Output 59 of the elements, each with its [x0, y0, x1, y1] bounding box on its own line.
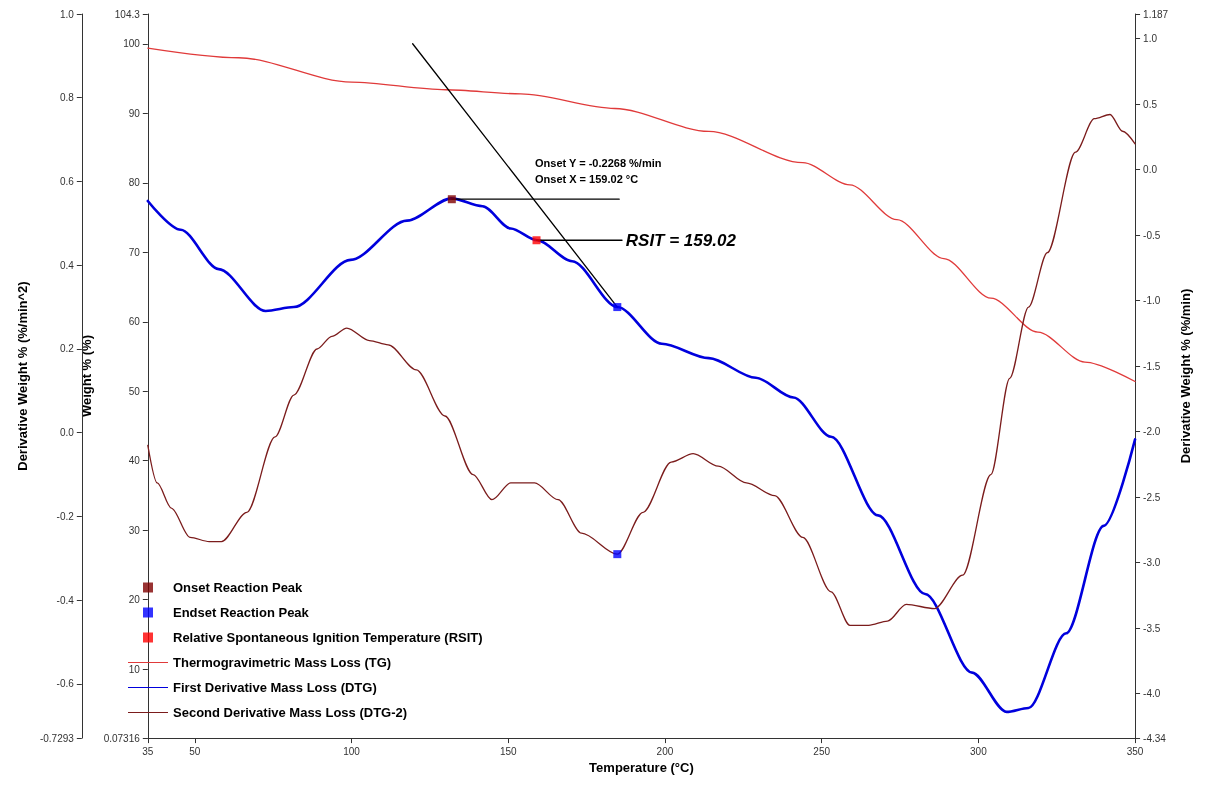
y3-tick-label: -0.6 [56, 678, 75, 690]
point [447, 195, 456, 204]
y3-tick-label: -0.7293 [39, 732, 75, 744]
y-tick-label: 80 [128, 177, 141, 189]
y-tick-label: 40 [128, 455, 141, 467]
legend-label: Thermogravimetric Mass Loss (TG) [173, 655, 392, 670]
x-axis-title: Temperature (°C) [589, 760, 694, 775]
y-tick-label: 20 [128, 594, 141, 606]
y2-tick-label: -2.5 [1143, 491, 1161, 503]
y2-tick-label: -2.0 [1143, 426, 1161, 438]
legend-label: Relative Spontaneous Ignition Temperature (RSIT) [173, 630, 483, 645]
x-tick-label: 350 [1126, 745, 1144, 757]
legend-label: Second Derivative Mass Loss (DTG-2) [173, 705, 408, 720]
x-tick-label: 250 [813, 745, 831, 757]
y-tick-label: 90 [128, 107, 141, 119]
y2-tick-label: -3.5 [1143, 622, 1161, 634]
y2-axis-title: Derivative Weight % (%/min) [1178, 288, 1193, 464]
y-tick-label: 104.3 [114, 8, 141, 20]
y-tick-label: 70 [128, 246, 141, 258]
y-tick-label: 10 [128, 663, 141, 675]
x-tick-label: 100 [343, 745, 361, 757]
y-tick-label: 60 [128, 316, 141, 328]
y-tick-label: 0.07316 [103, 732, 141, 744]
y2-tick-label: -4.0 [1143, 688, 1161, 700]
point [532, 236, 541, 245]
x-tick-label: 300 [970, 745, 988, 757]
line-series [147, 47, 1136, 383]
annotation: RSIT = 159.02 [625, 230, 737, 250]
legend-label: First Derivative Mass Loss (DTG) [173, 680, 377, 695]
y3-tick-label: 1.0 [59, 8, 75, 20]
x-tick-label: 35 [142, 745, 154, 757]
y2-tick-label: -4.34 [1143, 732, 1167, 744]
y2-tick-label: -0.5 [1143, 229, 1161, 241]
y2-tick-label: 0.5 [1143, 98, 1158, 110]
y2-tick-label: -1.0 [1143, 295, 1161, 307]
legend-label: Endset Reaction Peak [173, 605, 310, 620]
x-tick-label: 200 [656, 745, 674, 757]
x-tick-label: 150 [499, 745, 518, 757]
y2-tick-label: 0.0 [1143, 164, 1158, 176]
annotation: Onset Y = -0.2268 %/min Onset X = 159.02 °C [535, 157, 662, 185]
y3-tick-label: 0.2 [59, 343, 75, 355]
y-tick-label: 100 [123, 38, 141, 50]
y3-tick-label: 0.6 [59, 175, 75, 187]
y-tick-label: 50 [128, 385, 141, 397]
legend-label: Onset Reaction Peak [173, 580, 304, 595]
y2-tick-label: 1.0 [1143, 33, 1158, 44]
y2-tick-label: -3.0 [1143, 557, 1161, 569]
y3-tick-label: 0.4 [59, 259, 75, 271]
y2-tick-label: 1.187 [1143, 8, 1169, 20]
y3-tick-label: 0.0 [59, 427, 75, 439]
y2-tick-label: -1.5 [1143, 360, 1161, 372]
y-tick-label: 30 [128, 524, 141, 536]
x-tick-label: 50 [189, 745, 201, 757]
y3-axis-title: Derivative Weight % (%/min^2) [15, 281, 30, 471]
point [613, 303, 622, 312]
y3-tick-label: -0.4 [56, 594, 75, 606]
line-series [147, 113, 1136, 626]
y3-tick-label: -0.2 [56, 510, 75, 522]
y3-tick-label: 0.8 [59, 92, 75, 104]
